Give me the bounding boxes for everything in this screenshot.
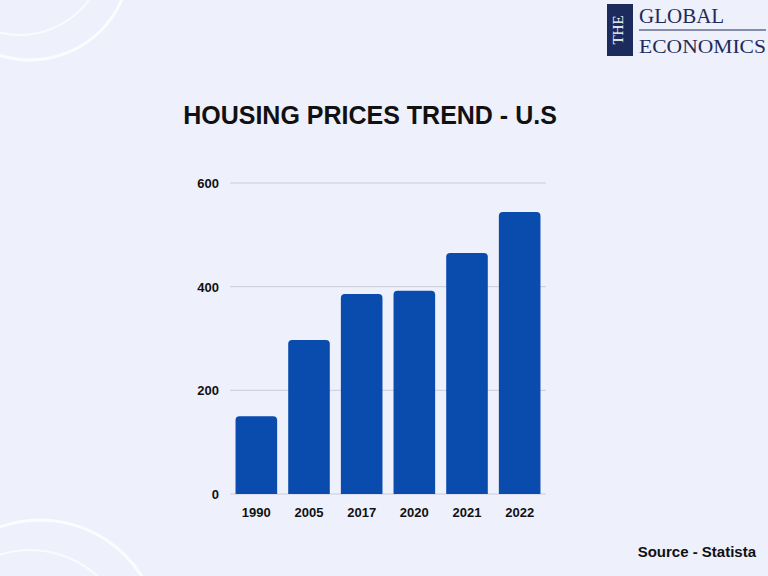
decoration xyxy=(0,0,105,35)
bars xyxy=(236,212,541,494)
decoration xyxy=(0,550,130,576)
category-label: 1990 xyxy=(242,505,271,520)
decoration xyxy=(0,0,130,60)
bar xyxy=(446,253,488,494)
category-label: 2022 xyxy=(505,505,534,520)
tick-label: 400 xyxy=(197,280,219,295)
tick-label: 600 xyxy=(197,176,219,191)
logo-text: THE xyxy=(610,15,626,44)
category-label: 2021 xyxy=(453,505,482,520)
bar xyxy=(341,294,383,494)
grid-line xyxy=(230,286,546,287)
category-label: 2017 xyxy=(347,505,376,520)
chart: THE GLOBAL ECONOMICS Source - Statista HOUSI… xyxy=(0,0,768,576)
grid-line xyxy=(230,390,546,391)
decoration xyxy=(0,520,160,576)
bar xyxy=(499,212,541,494)
title: HOUSING PRICES TREND - U.S xyxy=(183,101,557,129)
background xyxy=(0,0,768,576)
tick-label: 0 xyxy=(212,487,219,502)
bar xyxy=(394,291,436,494)
logo-text: ECONOMICS xyxy=(639,36,766,57)
logo-rule xyxy=(639,29,766,30)
bar xyxy=(288,340,330,494)
category-label: 2005 xyxy=(295,505,324,520)
source: Source - Statista xyxy=(638,543,757,560)
tick-label: 200 xyxy=(197,383,219,398)
grid-line xyxy=(230,183,546,184)
category-label: 2020 xyxy=(400,505,429,520)
logo-box xyxy=(607,4,633,56)
grid-line xyxy=(230,494,546,495)
logo-text: GLOBAL xyxy=(639,4,724,28)
bar xyxy=(236,416,278,494)
